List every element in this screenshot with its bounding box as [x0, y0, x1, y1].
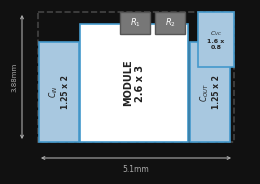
Text: 5.1mm: 5.1mm	[123, 165, 150, 174]
Bar	[39, 42, 79, 142]
Text: $R_2$: $R_2$	[165, 17, 176, 29]
Text: MODULE
2.6 x 3: MODULE 2.6 x 3	[123, 60, 145, 106]
Bar	[190, 42, 230, 142]
Text: $R_1$: $R_1$	[129, 17, 140, 29]
Text: $C_{IN}$
1.25 x 2: $C_{IN}$ 1.25 x 2	[48, 75, 70, 109]
Text: $C_{OUT}$
1.25 x 2: $C_{OUT}$ 1.25 x 2	[199, 75, 222, 109]
Bar	[120, 12, 150, 34]
Bar	[198, 12, 234, 67]
Text: $C_{VC}$
1.6 x
0.8: $C_{VC}$ 1.6 x 0.8	[207, 29, 225, 50]
Bar	[38, 12, 234, 142]
Bar	[80, 24, 188, 142]
Text: 3.88mm: 3.88mm	[11, 62, 17, 92]
Bar	[155, 12, 185, 34]
